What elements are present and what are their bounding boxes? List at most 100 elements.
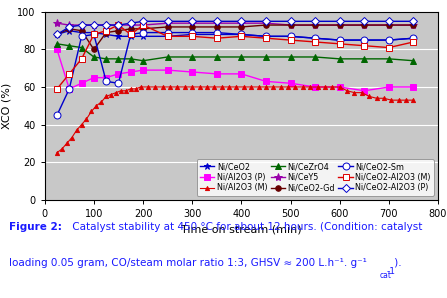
Ni/CeO2-Sm: [288, 35, 293, 38]
Text: -1: -1: [387, 267, 396, 276]
Ni/CeO2-Sm: [190, 31, 195, 34]
Ni/CeO2-Al2O3 (P): [362, 20, 367, 23]
Ni/CeO2-Gd: [67, 27, 72, 31]
Ni/CeO2-Al2O3 (M): [128, 33, 133, 36]
Ni/CeO2-Sm: [337, 38, 342, 42]
Ni/Al2O3 (M): [55, 151, 60, 154]
Ni/CeO2: [312, 36, 318, 40]
Ni/CeO2-Al2O3 (M): [91, 33, 97, 36]
Ni/CeO2-Al2O3 (P): [116, 23, 121, 27]
Ni/CeO2-Al2O3 (M): [67, 72, 72, 76]
Ni/CeO2: [140, 35, 146, 38]
Ni/CeY5: [116, 23, 121, 27]
Ni/CeO2-Al2O3 (P): [411, 20, 416, 23]
Ni/CeO2: [411, 36, 416, 40]
Ni/CeO2: [55, 33, 60, 36]
Ni/CeO2-Al2O3 (P): [288, 20, 293, 23]
Ni/CeZrO4: [165, 55, 170, 59]
Ni/CeZrO4: [411, 59, 416, 63]
Ni/CeO2-Gd: [91, 48, 97, 51]
Ni/CeY5: [411, 23, 416, 27]
Ni/CeZrO4: [55, 42, 60, 46]
Ni/CeO2-Sm: [239, 33, 244, 36]
Ni/CeZrO4: [128, 57, 133, 61]
Ni/CeO2-Al2O3 (M): [140, 23, 146, 27]
Ni/CeY5: [104, 23, 109, 27]
Text: ).: ).: [391, 258, 402, 268]
Ni/CeO2-Al2O3 (P): [337, 20, 342, 23]
Ni/CeO2-Al2O3 (P): [67, 25, 72, 29]
Ni/Al2O3 (P): [312, 85, 318, 89]
Ni/CeO2-Gd: [104, 31, 109, 34]
Text: cat: cat: [380, 271, 392, 280]
Ni/CeO2-Al2O3 (M): [362, 44, 367, 47]
Ni/CeO2-Gd: [140, 27, 146, 31]
Line: Ni/Al2O3 (M): Ni/Al2O3 (M): [55, 85, 416, 155]
Ni/CeO2-Al2O3 (P): [263, 20, 269, 23]
Text: loading 0.05 gram, CO/steam molar ratio 1:3, GHSV ≈ 200 L.h⁻¹. g⁻¹: loading 0.05 gram, CO/steam molar ratio …: [9, 258, 367, 268]
Ni/CeO2: [263, 35, 269, 38]
Ni/Al2O3 (M): [104, 95, 109, 98]
Ni/CeZrO4: [190, 55, 195, 59]
Ni/CeY5: [55, 21, 60, 25]
Ni/CeO2-Sm: [165, 31, 170, 34]
Ni/CeO2: [79, 31, 84, 34]
Ni/CeO2: [288, 35, 293, 38]
Ni/CeO2: [67, 29, 72, 32]
Ni/CeZrO4: [91, 55, 97, 59]
Ni/CeO2-Gd: [312, 23, 318, 27]
Ni/CeO2: [128, 35, 133, 38]
Ni/CeO2-Gd: [411, 23, 416, 27]
Ni/CeO2-Gd: [116, 29, 121, 32]
Ni/CeO2-Al2O3 (M): [104, 29, 109, 32]
Ni/Al2O3 (P): [190, 70, 195, 74]
Ni/CeO2: [239, 33, 244, 36]
Ni/Al2O3 (M): [167, 85, 173, 89]
Ni/CeO2-Al2O3 (P): [312, 20, 318, 23]
Ni/Al2O3 (P): [411, 85, 416, 89]
Line: Ni/Al2O3 (P): Ni/Al2O3 (P): [54, 47, 416, 94]
Ni/CeO2-Gd: [79, 29, 84, 32]
Ni/Al2O3 (P): [288, 81, 293, 85]
Ni/CeO2-Al2O3 (M): [116, 23, 121, 27]
Ni/CeY5: [79, 23, 84, 27]
Ni/CeY5: [91, 23, 97, 27]
Ni/CeZrO4: [104, 57, 109, 61]
Ni/CeY5: [337, 23, 342, 27]
Ni/CeO2-Sm: [55, 114, 60, 117]
Ni/CeO2-Al2O3 (M): [263, 36, 269, 40]
Ni/CeO2: [190, 33, 195, 36]
Ni/CeO2-Sm: [386, 38, 392, 42]
Ni/CeO2: [116, 35, 121, 38]
Ni/CeO2-Sm: [116, 81, 121, 85]
Line: Ni/CeO2-Al2O3 (M): Ni/CeO2-Al2O3 (M): [54, 21, 417, 92]
Ni/Al2O3 (P): [263, 80, 269, 83]
Ni/CeO2-Gd: [288, 23, 293, 27]
Ni/CeY5: [239, 21, 244, 25]
Ni/CeO2-Al2O3 (M): [214, 36, 219, 40]
Ni/CeO2-Al2O3 (P): [55, 33, 60, 36]
Ni/CeO2-Sm: [312, 36, 318, 40]
Ni/CeO2: [104, 33, 109, 36]
Ni/CeO2-Al2O3 (M): [190, 35, 195, 38]
Ni/CeY5: [128, 23, 133, 27]
Ni/CeO2-Al2O3 (P): [190, 20, 195, 23]
Ni/CeZrO4: [140, 59, 146, 63]
Ni/CeO2-Al2O3 (P): [165, 20, 170, 23]
Ni/CeO2-Sm: [214, 31, 219, 34]
Ni/Al2O3 (P): [337, 85, 342, 89]
Ni/Al2O3 (P): [362, 89, 367, 93]
Ni/CeZrO4: [239, 55, 244, 59]
Ni/CeO2-Sm: [411, 36, 416, 40]
Ni/CeO2-Al2O3 (M): [386, 46, 392, 49]
Ni/Al2O3 (P): [140, 68, 146, 72]
Ni/Al2O3 (P): [128, 70, 133, 74]
Ni/CeO2: [91, 31, 97, 34]
Ni/CeY5: [263, 21, 269, 25]
Ni/CeY5: [362, 23, 367, 27]
Ni/CeZrO4: [67, 44, 72, 47]
Line: Ni/CeO2-Sm: Ni/CeO2-Sm: [54, 29, 417, 119]
Ni/CeO2-Gd: [362, 23, 367, 27]
Ni/CeZrO4: [386, 57, 392, 61]
Ni/CeZrO4: [312, 55, 318, 59]
